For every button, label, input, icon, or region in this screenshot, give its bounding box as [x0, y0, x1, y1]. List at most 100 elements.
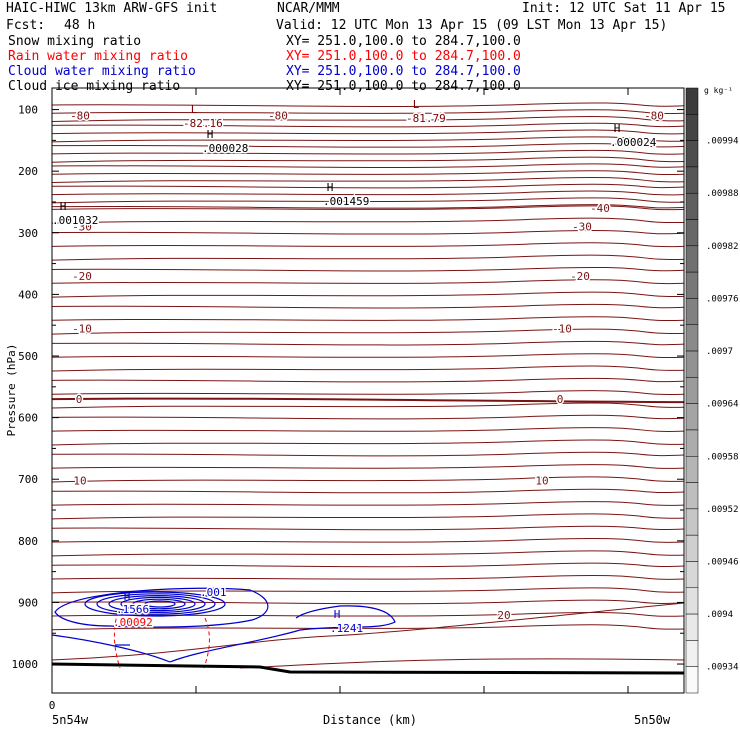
temperature-contours	[51, 102, 685, 669]
field-name: Snow mixing ratio	[8, 34, 142, 49]
extremum-value: .000028	[202, 142, 248, 155]
isotherm-line	[51, 122, 685, 128]
colorbar-label: .00958	[706, 452, 739, 462]
colorbar-segment	[685, 298, 699, 325]
isotherm-label: -10	[552, 322, 572, 335]
cloud-water-contour	[51, 605, 396, 663]
y-tick-label: 700	[18, 473, 38, 486]
isotherm-label: 0	[557, 393, 564, 406]
extremum-symbol: H	[207, 128, 214, 141]
isotherm-line	[51, 513, 685, 520]
field-xy: XY= 251.0,100.0 to 284.7,100.0	[286, 79, 521, 94]
org-label: NCAR/MMM	[277, 1, 340, 16]
high-marker: H.1566	[115, 590, 151, 618]
fcst-value: 48 h	[64, 18, 96, 33]
isotherm-line	[51, 550, 685, 557]
init-time: Init: 12 UTC Sat 11 Apr 15	[522, 1, 726, 16]
isotherm-zero-line	[51, 397, 685, 404]
isotherm-line	[51, 365, 685, 372]
isotherm-line	[51, 217, 685, 224]
extremum-value: .001459	[323, 195, 369, 208]
isotherm-line	[51, 575, 685, 580]
colorbar-segment	[685, 456, 699, 483]
isotherm-line	[51, 439, 685, 446]
field-xy: XY= 251.0,100.0 to 284.7,100.0	[286, 64, 521, 79]
extremum-symbol: L	[413, 98, 420, 111]
extremum-symbol: H	[334, 608, 341, 621]
fcst-label: Fcst:	[6, 18, 46, 33]
extremum-value: .001032	[52, 214, 98, 227]
field-xy: XY= 251.0,100.0 to 284.7,100.0	[286, 34, 521, 49]
colorbar-label: .00946	[706, 557, 739, 567]
rain-water-contour	[113, 611, 121, 669]
isotherm-line	[51, 624, 685, 631]
cloud-water-contour	[108, 594, 206, 613]
colorbar-segment	[685, 429, 699, 457]
colorbar-label: .00964	[706, 400, 739, 410]
isotherm-line	[51, 464, 685, 469]
isotherm-line	[51, 205, 685, 211]
field-name: Cloud ice mixing ratio	[8, 79, 181, 94]
high-marker: H.1241	[329, 608, 365, 637]
isotherm-line	[51, 156, 685, 163]
plot-title: HAIC-HIWC 13km ARW-GFS init	[6, 1, 218, 16]
colorbar-segment	[685, 534, 699, 562]
cloud-water-contour	[132, 598, 186, 610]
cloud-water-contour	[120, 596, 196, 612]
field-name: Rain water mixing ratio	[8, 49, 189, 64]
isotherm-line	[51, 587, 685, 594]
isotherm-label: 20	[497, 609, 510, 622]
colorbar-segment	[685, 324, 699, 352]
y-tick-label: 300	[18, 227, 38, 240]
isotherm-line	[51, 190, 685, 196]
field-name: Cloud water mixing ratio	[8, 64, 196, 79]
isotherm-line	[51, 279, 685, 285]
colorbar-segment	[685, 377, 699, 404]
extremum-symbol: H	[60, 200, 67, 213]
y-tick-label: 1000	[12, 658, 39, 671]
y-axis-label: Pressure (hPa)	[5, 344, 18, 437]
colorbar-unit: g kg⁻¹	[704, 86, 733, 95]
high-marker: H.000024	[609, 122, 659, 151]
extremum-symbol: H	[327, 181, 334, 194]
colorbar-segment	[685, 140, 699, 168]
colorbar-segment	[685, 508, 699, 536]
isotherm-line	[51, 427, 685, 432]
rain-water-contours	[113, 611, 210, 669]
y-tick-label: 900	[18, 596, 38, 609]
x-right-label: 5n50w	[634, 713, 671, 727]
colorbar-label: .00976	[706, 294, 739, 304]
low-marker: L-82.16	[182, 103, 225, 132]
isotherm-line	[51, 229, 685, 235]
extremum-value: -82.16	[183, 117, 223, 130]
isotherm-line	[51, 136, 685, 143]
high-marker: H.001032	[51, 200, 100, 229]
isotherm-line	[51, 377, 685, 383]
isotherm-line	[51, 204, 685, 209]
colorbar-label: .0097	[706, 347, 733, 357]
isotherm-line	[51, 353, 685, 359]
isotherm-line	[51, 197, 685, 204]
isotherm-line	[51, 242, 685, 248]
isotherm-line	[51, 402, 685, 409]
cloud-water-contour	[96, 593, 216, 615]
low-marker: L-81.79	[405, 98, 448, 127]
colorbar-label: .00982	[706, 242, 739, 252]
isotherm-line	[51, 562, 685, 568]
colorbar-segment	[685, 350, 699, 378]
rain-water-label: .00092	[113, 616, 153, 629]
y-tick-label: 400	[18, 288, 38, 301]
isotherm-line	[51, 116, 685, 123]
extremum-symbol: H	[124, 590, 131, 603]
isotherm-line	[51, 538, 685, 543]
isotherm-label: -20	[570, 270, 590, 283]
isotherm-label: 10	[535, 474, 548, 487]
colorbar-segment	[685, 245, 699, 273]
isotherm-line	[239, 658, 685, 669]
colorbar-segment	[685, 219, 699, 247]
isotherm-label: -30	[72, 221, 92, 234]
isotherm-label: -80	[268, 110, 288, 123]
